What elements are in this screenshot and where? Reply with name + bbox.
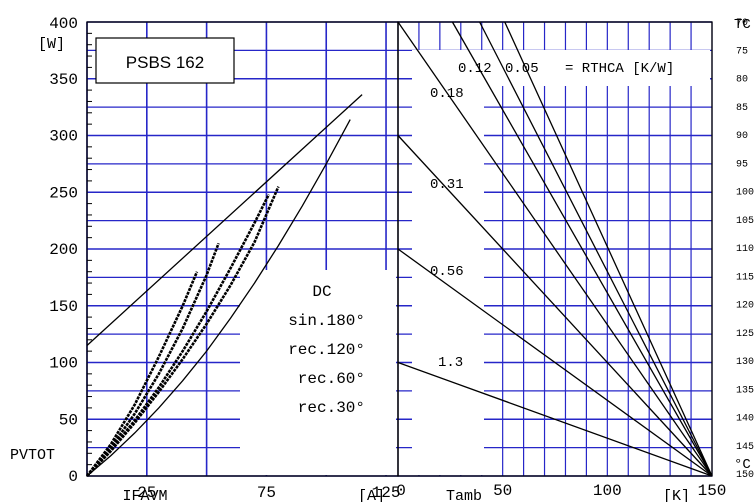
- rthca-line-1-3: [397, 248, 713, 477]
- legend-entry: rec.60°: [298, 370, 365, 388]
- right-x-axis-label: Tamb: [446, 488, 482, 502]
- y-tick-label: 0: [68, 468, 78, 486]
- y-tick-label: 300: [49, 128, 78, 146]
- rthca-line-label: 0.18: [430, 86, 464, 102]
- series-line-rec-60-: [86, 242, 220, 477]
- series-line-dc: [86, 119, 351, 477]
- y-tick-label: 250: [49, 184, 78, 202]
- x-axis-unit: [A]: [358, 488, 385, 502]
- rthca-line-extra: [397, 361, 713, 477]
- tc-tick-label: 150: [736, 470, 754, 481]
- rthca-line-0-56: [397, 135, 713, 477]
- tc-tick-label: 130: [736, 357, 754, 368]
- tc-tick-label: 95: [736, 159, 748, 170]
- y-tick-label: 200: [49, 241, 78, 259]
- tc-tick-label: 75: [736, 46, 748, 57]
- rthca-label-corridor: [412, 50, 484, 475]
- legend-area: [240, 270, 396, 475]
- rthca-line-0-18: [451, 21, 713, 477]
- rthca-line-label: 0.56: [430, 264, 464, 280]
- right-x-axis-unit: [K]: [663, 488, 690, 502]
- tc-tick-label: 80: [736, 75, 748, 86]
- right-x-tick-label: 50: [493, 482, 512, 500]
- tc-tick-label: 90: [736, 131, 748, 142]
- tc-axis-unit: °C: [734, 457, 751, 473]
- series-line-rec-120-: [86, 193, 270, 477]
- x-tick-label: 25: [137, 484, 156, 502]
- tc-tick-label: 100: [736, 188, 754, 199]
- legend-entry: rec.30°: [298, 399, 365, 417]
- chart-title: PSBS 162: [126, 53, 204, 72]
- y-tick-label: 100: [49, 355, 78, 373]
- x-axis-label: IFAVM: [122, 488, 167, 502]
- tc-tick-label: 125: [736, 329, 754, 340]
- x-tick-label: 75: [257, 484, 276, 502]
- x-tick-label: 125: [372, 484, 401, 502]
- tc-tick-label: 140: [736, 414, 754, 425]
- y-tick-label: 400: [49, 15, 78, 33]
- right-x-tick-label: 150: [698, 482, 727, 500]
- right-x-tick-label: 0: [396, 482, 406, 500]
- y-axis-name: PVTOT: [10, 447, 55, 464]
- y-tick-label: 50: [59, 411, 78, 429]
- rthca-line-label: 1.3: [438, 355, 463, 371]
- y-axis-unit: [W]: [38, 36, 65, 53]
- tc-tick-label: 110: [736, 244, 754, 255]
- y-tick-label: 350: [49, 71, 78, 89]
- tc-tick-label: 70: [736, 18, 748, 29]
- legend-entry: rec.120°: [288, 341, 365, 359]
- rthca-line-label: 0.05: [505, 61, 539, 77]
- tc-tick-label: 105: [736, 216, 754, 227]
- legend-entry: DC: [312, 283, 331, 301]
- rthca-line-0-31: [397, 21, 713, 477]
- rthca-legend-label: = RTHCA [K/W]: [565, 61, 674, 77]
- legend-entry: sin.180°: [288, 312, 365, 330]
- tc-tick-label: 120: [736, 301, 754, 312]
- tc-tick-label: 135: [736, 385, 754, 396]
- rthca-line-label: 0.12: [458, 61, 492, 77]
- tc-tick-label: 85: [736, 103, 748, 114]
- tc-axis-label: TC: [734, 17, 751, 33]
- rthca-line-0-05: [504, 21, 713, 477]
- tc-tick-label: 145: [736, 442, 754, 453]
- rthca-line-0-12: [479, 21, 713, 477]
- rthca-line-label: 0.31: [430, 177, 464, 193]
- series-line-rec-30-: [85, 271, 199, 477]
- y-tick-label: 150: [49, 298, 78, 316]
- right-x-tick-label: 100: [593, 482, 622, 500]
- series-line-dc-envelope: [86, 94, 363, 346]
- tc-tick-label: 115: [736, 272, 754, 283]
- title-box: [95, 37, 235, 84]
